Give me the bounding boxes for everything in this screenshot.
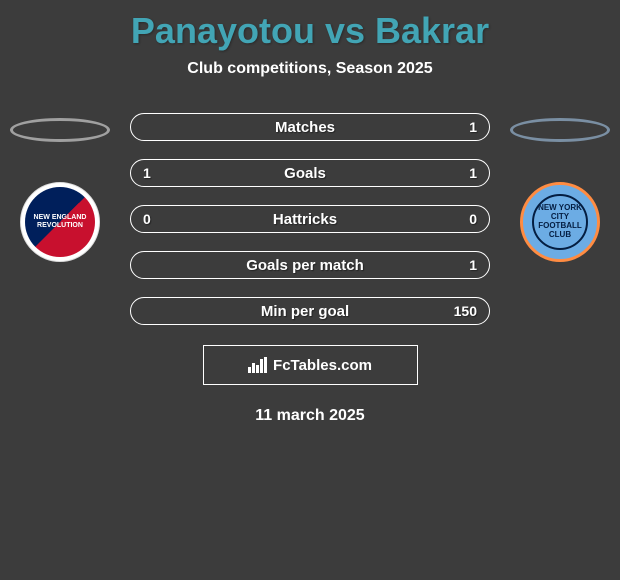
stat-right-value: 1 [447, 165, 477, 181]
left-club-badge: NEW ENGLAND REVOLUTION [20, 182, 100, 262]
stat-row-min-per-goal: Min per goal 150 [130, 297, 490, 325]
left-club-badge-inner: NEW ENGLAND REVOLUTION [25, 187, 95, 257]
stats-area: NEW ENGLAND REVOLUTION Matches 1 1 Goals… [0, 113, 620, 325]
branding-box: FcTables.com [203, 345, 418, 385]
stat-right-value: 150 [447, 303, 477, 319]
stat-left-value: 1 [143, 165, 163, 181]
stat-label: Goals [163, 165, 447, 182]
bar-icon-segment [264, 357, 267, 373]
stat-row-hattricks: 0 Hattricks 0 [130, 205, 490, 233]
stat-right-value: 1 [447, 119, 477, 135]
left-club-name: NEW ENGLAND REVOLUTION [25, 214, 95, 229]
comparison-card: Panayotou vs Bakrar Club competitions, S… [0, 0, 620, 580]
stat-right-value: 0 [447, 211, 477, 227]
stats-column: Matches 1 1 Goals 1 0 Hattricks 0 Goals … [120, 113, 500, 325]
left-player-ellipse-icon [10, 118, 110, 142]
branding-text: FcTables.com [273, 357, 372, 374]
date-label: 11 march 2025 [255, 407, 364, 425]
stat-label: Matches [163, 119, 447, 136]
page-subtitle: Club competitions, Season 2025 [187, 60, 432, 78]
stat-left-value: 0 [143, 211, 163, 227]
bar-icon-segment [260, 359, 263, 373]
stat-row-goals: 1 Goals 1 [130, 159, 490, 187]
stat-right-value: 1 [447, 257, 477, 273]
right-player-column: NEW YORK CITY FOOTBALL CLUB [500, 113, 620, 262]
stat-row-goals-per-match: Goals per match 1 [130, 251, 490, 279]
right-club-badge: NEW YORK CITY FOOTBALL CLUB [520, 182, 600, 262]
stat-label: Min per goal [163, 303, 447, 320]
right-player-ellipse-icon [510, 118, 610, 142]
stat-label: Goals per match [163, 257, 447, 274]
left-player-column: NEW ENGLAND REVOLUTION [0, 113, 120, 262]
bar-icon-segment [252, 363, 255, 373]
stat-label: Hattricks [163, 211, 447, 228]
bar-chart-icon [248, 357, 267, 373]
page-title: Panayotou vs Bakrar [131, 10, 489, 52]
bar-icon-segment [256, 365, 259, 373]
right-club-name: NEW YORK CITY FOOTBALL CLUB [534, 204, 586, 239]
bar-icon-segment [248, 367, 251, 373]
right-club-badge-inner: NEW YORK CITY FOOTBALL CLUB [532, 194, 588, 250]
stat-row-matches: Matches 1 [130, 113, 490, 141]
